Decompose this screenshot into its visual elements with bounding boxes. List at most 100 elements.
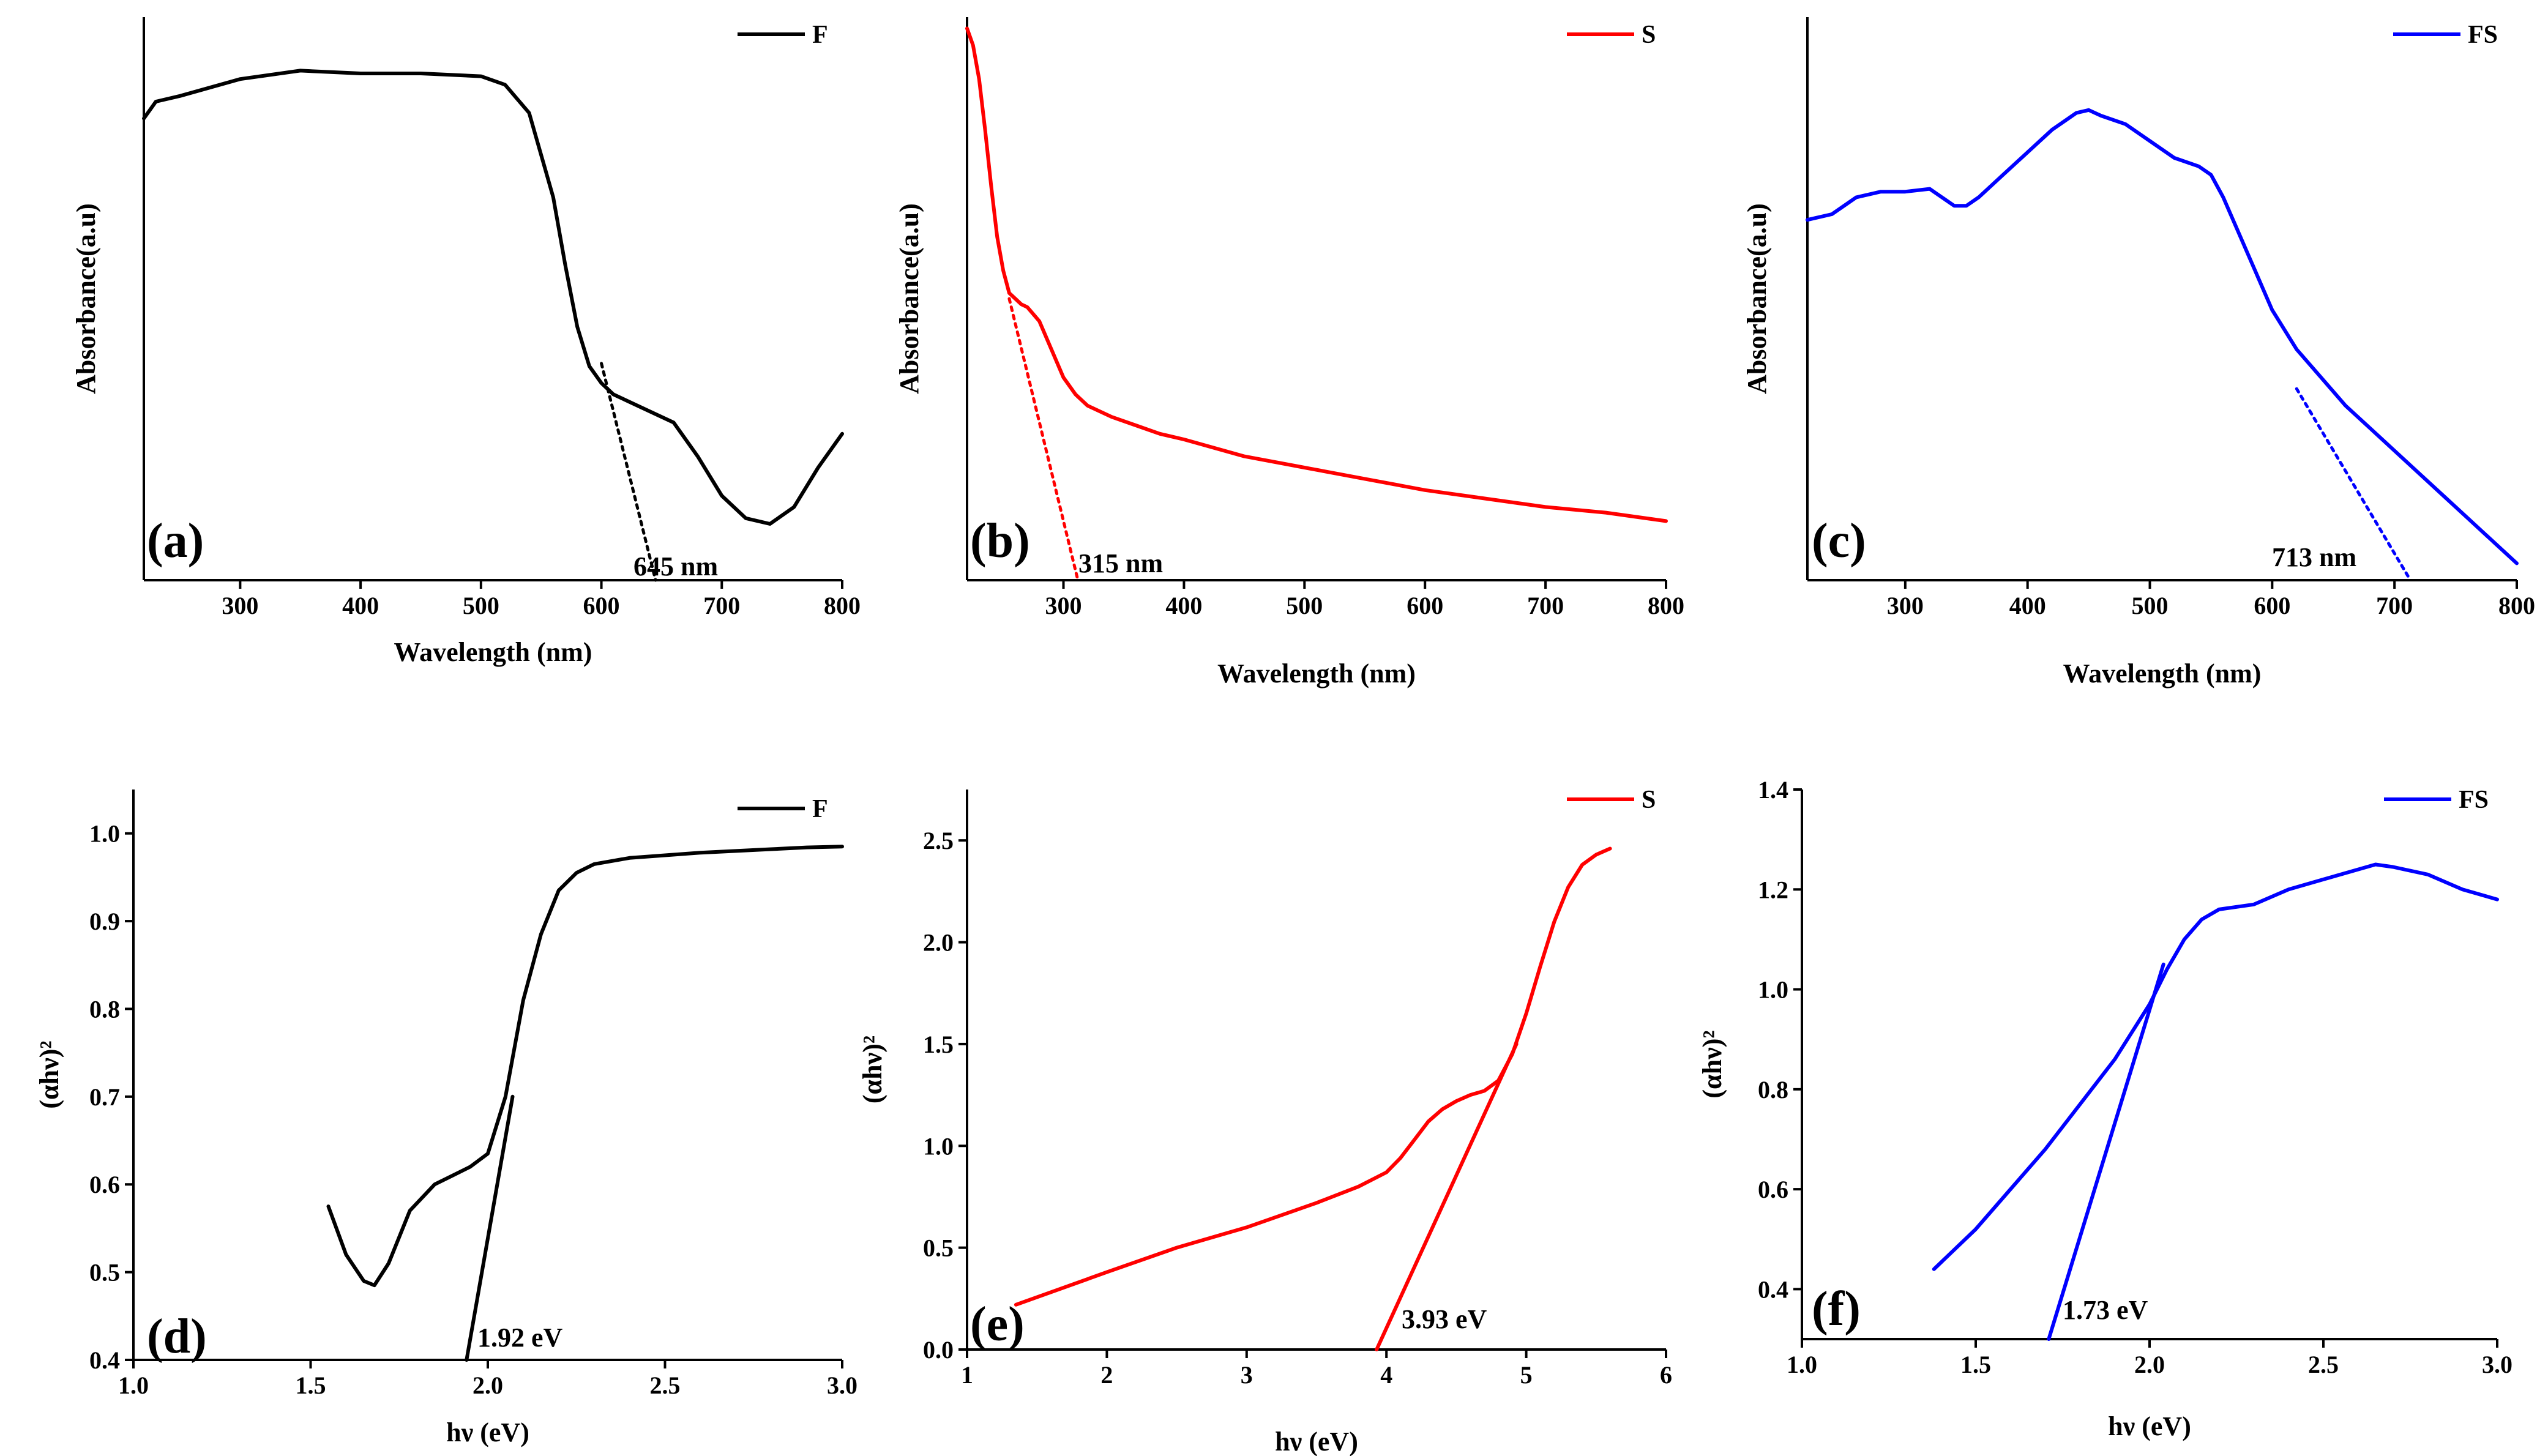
y-axis-label: Absorbance(a.u)	[1742, 203, 1772, 394]
fit-line	[465, 1094, 515, 1362]
panel-label: (b)	[970, 514, 1030, 568]
y-tick-label: 2.5	[923, 827, 954, 854]
fit-line	[1375, 1042, 1519, 1351]
x-tick-label: 600	[583, 592, 620, 619]
x-tick-label: 600	[2254, 592, 2290, 619]
x-tick-label: 3	[1241, 1361, 1253, 1389]
x-tick-label: 700	[703, 592, 740, 619]
x-tick-label: 6	[1660, 1361, 1672, 1389]
legend-label: FS	[2468, 21, 2498, 49]
band-edge-annotation: 645 nm	[633, 551, 718, 581]
y-axis-label: Absorbance(a.u)	[71, 203, 101, 394]
y-tick-label: 1.0	[89, 820, 120, 848]
x-axis-label: Wavelength (nm)	[394, 637, 592, 667]
x-tick-label: 400	[1165, 592, 1202, 619]
y-tick-label: 0.9	[89, 908, 120, 935]
x-tick-label: 3.0	[827, 1372, 857, 1399]
y-tick-label: 1.0	[923, 1132, 954, 1160]
fit-line	[2295, 387, 2412, 582]
legend-label: FS	[2459, 786, 2489, 814]
legend-label: S	[1642, 21, 1656, 49]
x-axis-label: hν (eV)	[2108, 1411, 2191, 1441]
y-tick-label: 1.0	[1758, 976, 1788, 1004]
chart-panel-5: 1 2 3 4 5 6 0.0 0.5 1.0 1.5 2.0 2.5 hν (eV) (αhν)² S (e…	[857, 786, 1672, 1456]
band-edge-annotation: 3.93 eV	[1402, 1304, 1487, 1334]
y-tick-label: 0.8	[1758, 1076, 1788, 1103]
series-line	[326, 845, 844, 1288]
band-edge-annotation: 1.92 eV	[477, 1323, 563, 1353]
x-axis-label: Wavelength (nm)	[1217, 659, 1416, 689]
y-tick-label: 0.5	[923, 1234, 954, 1262]
x-tick-label: 600	[1407, 592, 1443, 619]
x-tick-label: 1.0	[118, 1372, 149, 1399]
legend-label: F	[812, 21, 828, 49]
y-tick-label: 1.2	[1758, 876, 1788, 903]
panel-label: (f)	[1812, 1282, 1861, 1336]
y-axis-label: (αhν)²	[1697, 1030, 1727, 1098]
y-axis-label: (αhν)²	[34, 1040, 64, 1108]
x-tick-label: 1.5	[296, 1372, 326, 1399]
x-tick-label: 1	[961, 1361, 973, 1389]
chart-panel-4: 1.0 1.5 2.0 2.5 3.0 0.4 0.5 0.6 0.7 0.8 0.9 1.0 hν (…	[34, 790, 857, 1447]
x-tick-label: 1.5	[1960, 1351, 1991, 1378]
x-tick-label: 3.0	[2482, 1351, 2513, 1378]
fit-line	[2047, 962, 2165, 1341]
fit-line	[600, 362, 657, 582]
y-tick-label: 0.4	[89, 1346, 120, 1374]
y-tick-label: 0.6	[89, 1171, 120, 1198]
x-tick-label: 4	[1380, 1361, 1392, 1389]
x-tick-label: 800	[2498, 592, 2535, 619]
x-tick-label: 1.0	[1787, 1351, 1817, 1378]
series-line	[965, 26, 1668, 523]
y-axis-label: Absorbance(a.u)	[894, 203, 924, 394]
y-tick-label: 0.4	[1758, 1275, 1788, 1303]
y-tick-label: 1.5	[923, 1031, 954, 1058]
panel-label: (a)	[147, 514, 204, 568]
band-edge-annotation: 315 nm	[1078, 548, 1163, 578]
x-tick-label: 300	[1045, 592, 1082, 619]
x-tick-label: 2.0	[2134, 1351, 2165, 1378]
y-tick-label: 0.6	[1758, 1176, 1788, 1203]
panel-label: (e)	[970, 1297, 1025, 1351]
x-tick-label: 700	[2376, 592, 2413, 619]
band-edge-annotation: 713 nm	[2272, 542, 2356, 572]
x-tick-label: 300	[222, 592, 258, 619]
panel-label: (c)	[1812, 514, 1866, 568]
panel-label: (d)	[147, 1310, 207, 1364]
chart-panel-1: 300 400 500 600 700 800 Wavelength (nm) Absorba…	[71, 17, 861, 667]
y-tick-label: 2.0	[923, 929, 954, 957]
x-tick-label: 5	[1520, 1361, 1533, 1389]
band-edge-annotation: 1.73 eV	[2063, 1295, 2148, 1325]
y-tick-label: 0.7	[89, 1083, 120, 1111]
y-tick-label: 1.4	[1758, 776, 1788, 804]
chart-panel-3: 300 400 500 600 700 800 Wavelength (nm) Absorba…	[1742, 17, 2535, 689]
series-line	[142, 69, 844, 526]
y-axis-label: (αhν)²	[857, 1036, 887, 1103]
x-tick-label: 2.5	[2308, 1351, 2339, 1378]
y-tick-label: 0.8	[89, 995, 120, 1023]
y-tick-label: 0.5	[89, 1259, 120, 1286]
x-axis-label: Wavelength (nm)	[2063, 659, 2262, 689]
series-line	[1932, 862, 2499, 1271]
x-tick-label: 400	[342, 592, 379, 619]
x-tick-label: 400	[2009, 592, 2046, 619]
fit-line	[1007, 297, 1080, 582]
x-tick-label: 2.0	[473, 1372, 503, 1399]
y-tick-label: 0.0	[923, 1336, 954, 1364]
legend-label: F	[812, 795, 828, 823]
chart-panel-6: 1.0 1.5 2.0 2.5 3.0 0.4 0.6 0.8 1.0 1.2 1.4 hν (eV)…	[1697, 776, 2513, 1441]
series-line	[1806, 108, 2519, 566]
legend-label: S	[1642, 786, 1656, 814]
x-tick-label: 500	[463, 592, 499, 619]
x-axis-label: hν (eV)	[1275, 1427, 1358, 1456]
x-tick-label: 500	[1286, 592, 1323, 619]
series-line	[1014, 846, 1612, 1307]
x-tick-label: 2	[1100, 1361, 1113, 1389]
x-tick-label: 500	[2132, 592, 2169, 619]
x-tick-label: 800	[1648, 592, 1684, 619]
x-axis-label: hν (eV)	[446, 1417, 529, 1447]
x-tick-label: 300	[1887, 592, 1924, 619]
x-tick-label: 700	[1527, 592, 1564, 619]
x-tick-label: 800	[824, 592, 861, 619]
